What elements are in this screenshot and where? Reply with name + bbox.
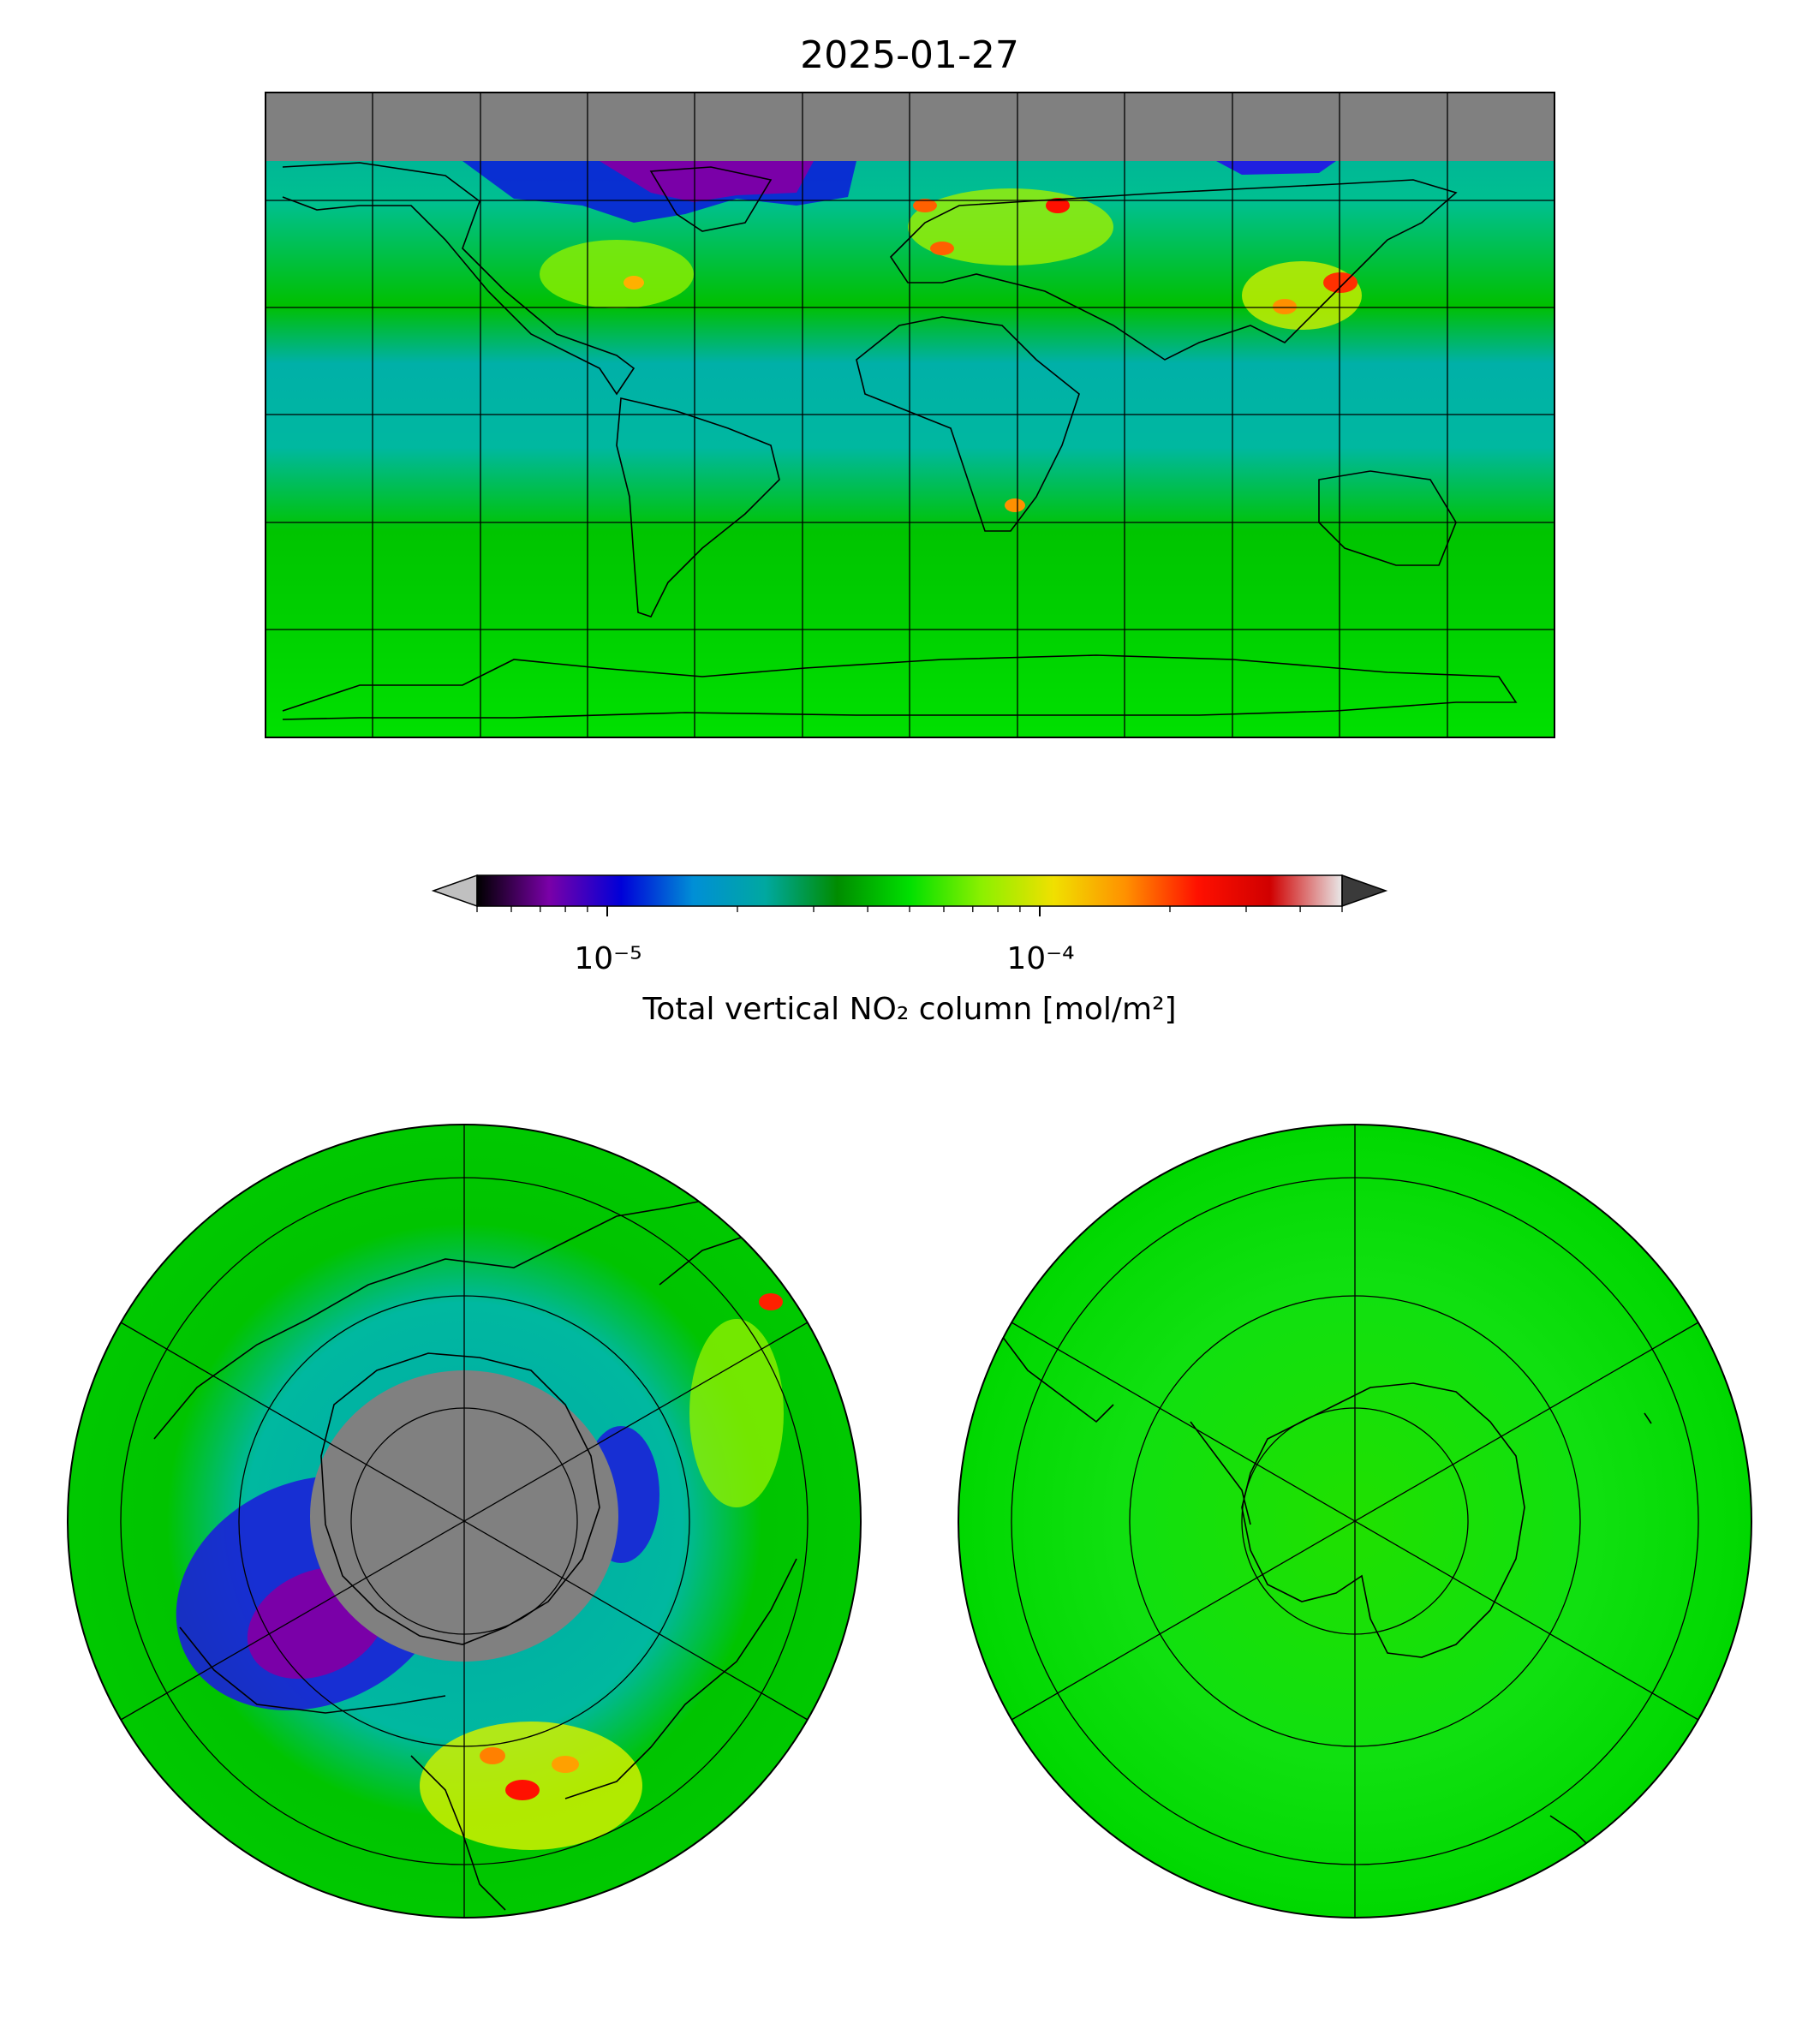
south-polar-frame <box>958 1124 1752 1919</box>
colorbar-label: Total vertical NO₂ column [mol/m²] <box>641 992 1176 1027</box>
colorbar-tick-label-1e-4: 10⁻⁴ <box>1006 941 1074 976</box>
global-gridlines <box>266 92 1554 737</box>
colorbar-gradient <box>477 875 1342 906</box>
south-polar-map <box>958 1124 1752 1919</box>
north-gridlines <box>120 1125 809 1918</box>
global-hotspots <box>540 188 1362 512</box>
figure-title: 2025-01-27 <box>800 33 1019 77</box>
global-coastlines <box>282 162 1518 720</box>
colorbar: 10⁻⁵ 10⁻⁴ Total vertical NO₂ column [mol… <box>431 874 1388 1027</box>
colorbar-over-extension <box>1341 874 1388 908</box>
north-polar-map <box>67 1124 862 1919</box>
colorbar-ticks <box>476 906 1343 916</box>
global-map-frame <box>265 92 1555 738</box>
north-polar-frame <box>67 1124 862 1919</box>
global-blue-region-asia <box>1216 161 1336 175</box>
south-gridlines <box>1011 1125 1699 1918</box>
global-map <box>265 92 1555 738</box>
colorbar-tick-label-1e-5: 10⁻⁵ <box>574 941 641 976</box>
colorbar-under-extension <box>431 874 478 908</box>
